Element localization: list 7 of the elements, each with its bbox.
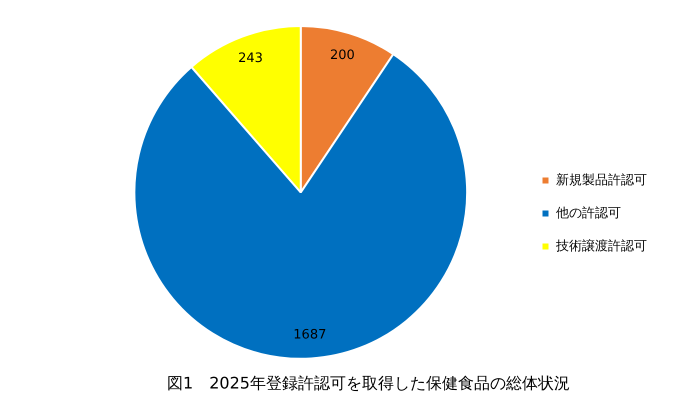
text: 図1 2025年登録許認可を取得した保健食品の総体状況 [167, 374, 570, 393]
data-label: 1687 [293, 328, 326, 343]
data-label: 243 [238, 50, 263, 66]
legend-label: 技術譲渡許認可 [555, 238, 647, 254]
data-label: 200 [330, 48, 355, 63]
legend-label: 新規製品許認可 [556, 172, 647, 188]
legend-label: 他の許認可 [556, 206, 621, 221]
